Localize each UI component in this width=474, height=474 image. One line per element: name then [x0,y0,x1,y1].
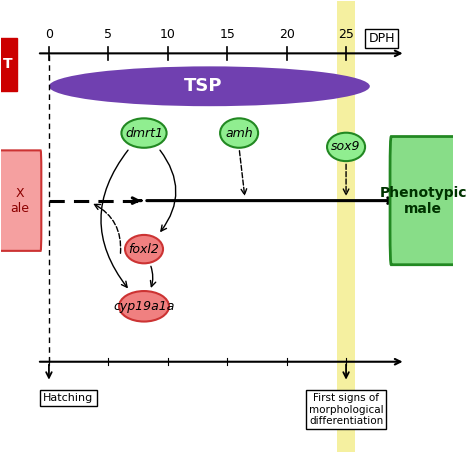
Ellipse shape [119,291,169,321]
Text: X
ale: X ale [10,187,29,215]
Text: 10: 10 [160,28,176,41]
Ellipse shape [220,118,258,148]
Text: T: T [3,57,13,72]
Text: 15: 15 [219,28,235,41]
Text: DPH: DPH [368,32,395,45]
FancyBboxPatch shape [0,38,18,91]
Text: cyp19a1a: cyp19a1a [113,300,175,313]
FancyBboxPatch shape [390,137,456,264]
Text: Phenotypic
male: Phenotypic male [380,185,467,216]
Ellipse shape [327,133,365,161]
Text: amh: amh [225,127,253,139]
Text: Hatching: Hatching [43,393,93,403]
Text: 25: 25 [338,28,354,41]
FancyBboxPatch shape [0,150,41,251]
Text: sox9: sox9 [331,140,361,154]
Text: TSP: TSP [184,77,223,95]
Ellipse shape [125,235,163,264]
Text: dmrt1: dmrt1 [125,127,163,139]
Text: 5: 5 [104,28,112,41]
Text: 0: 0 [45,28,53,41]
Text: foxl2: foxl2 [128,243,159,255]
Bar [337,1,355,452]
Text: First signs of
morphological
differentiation: First signs of morphological differentia… [309,393,383,426]
Text: 20: 20 [279,28,294,41]
Ellipse shape [121,118,166,148]
Ellipse shape [49,66,370,106]
